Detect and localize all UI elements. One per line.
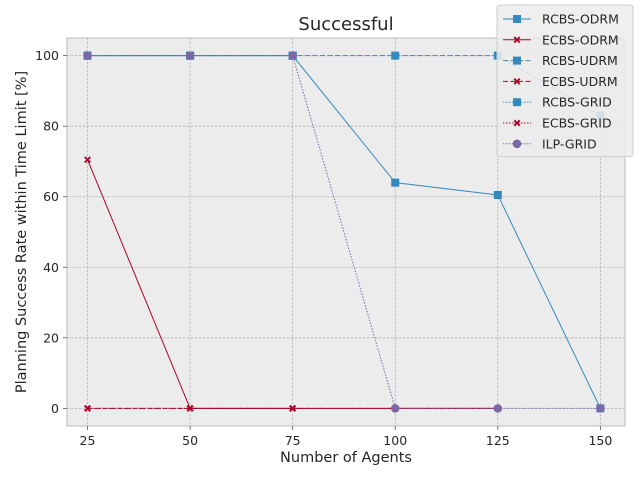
series-ilp-grid [83, 51, 605, 413]
legend: RCBS-ODRM ECBS-ODRM RCBS-UDRM ECBS-UDRM RCBS… [496, 4, 634, 158]
legend-label: RCBS-ODRM [542, 12, 619, 27]
legend-label: ILP-GRID [542, 136, 597, 151]
legend-marker [513, 77, 521, 85]
series-ecbs-grid [84, 404, 297, 412]
legend-item: ECBS-ODRM [503, 32, 619, 47]
data-point [391, 51, 400, 60]
data-point [493, 190, 502, 199]
y-axis-label: Planning Success Rate within Time Limit … [14, 71, 30, 393]
data-point [596, 404, 605, 413]
legend-label: ECBS-UDRM [542, 74, 618, 89]
legend-item: RCBS-UDRM [503, 53, 618, 68]
data-point [84, 404, 92, 412]
data-point [288, 51, 297, 60]
legend-marker [513, 15, 521, 23]
legend-marker [513, 36, 521, 44]
y-tick-label: 0 [51, 401, 59, 416]
legend-item: ECBS-UDRM [503, 74, 618, 89]
data-point [186, 404, 194, 412]
legend-item: RCBS-GRID [503, 95, 612, 110]
axis-ticks: 25 50 75 100 125 150 0 20 40 60 80 100 [35, 48, 612, 448]
chart-title: Successful [298, 14, 393, 35]
x-tick-label: 75 [285, 433, 301, 448]
legend-marker [513, 119, 521, 127]
y-tick-label: 60 [43, 189, 59, 204]
series-line [87, 55, 601, 409]
x-tick-label: 100 [383, 433, 407, 448]
legend-item: ILP-GRID [503, 136, 597, 151]
legend-label: RCBS-GRID [542, 95, 612, 110]
data-point [289, 404, 297, 412]
y-tick-label: 80 [43, 119, 59, 134]
data-point [391, 178, 400, 187]
legend-marker [513, 56, 521, 65]
data-point [83, 51, 92, 60]
legend-label: RCBS-UDRM [542, 53, 618, 68]
y-tick-label: 20 [43, 330, 59, 345]
y-tick-label: 40 [43, 260, 59, 275]
data-point [84, 156, 92, 164]
x-axis-label: Number of Agents [280, 450, 412, 466]
data-point [390, 404, 400, 413]
x-tick-label: 50 [182, 433, 198, 448]
legend-box [496, 4, 634, 158]
data-point [185, 51, 195, 60]
legend-label: ECBS-ODRM [542, 32, 619, 47]
x-tick-label: 150 [588, 433, 612, 448]
x-tick-label: 25 [80, 433, 96, 448]
legend-marker [513, 98, 521, 107]
data-point [493, 404, 503, 413]
y-tick-label: 100 [35, 48, 59, 63]
legend-item: ECBS-GRID [503, 116, 612, 131]
legend-label: ECBS-GRID [542, 116, 612, 131]
legend-item: RCBS-ODRM [503, 12, 619, 27]
legend-marker [512, 139, 522, 149]
x-tick-label: 125 [486, 433, 510, 448]
